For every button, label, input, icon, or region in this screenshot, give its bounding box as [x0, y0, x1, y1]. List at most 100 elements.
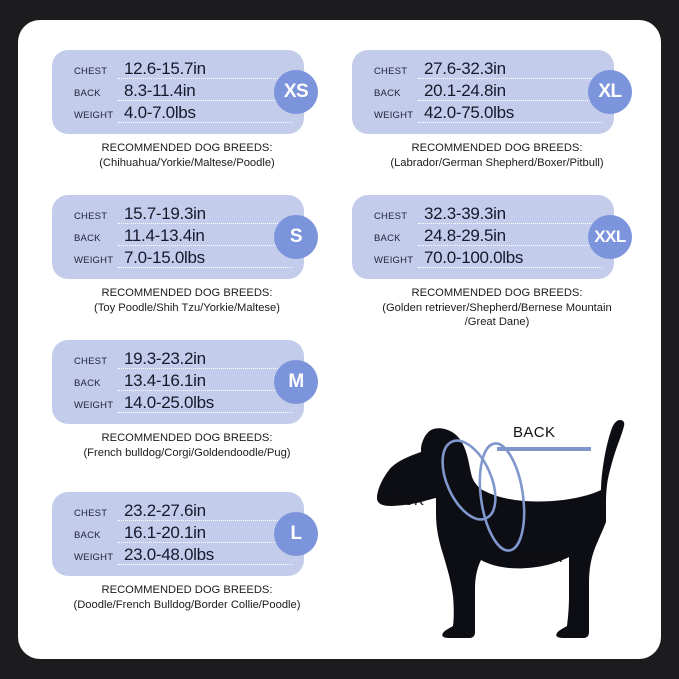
leader-dots — [418, 245, 602, 246]
size-card-m: CHEST 19.3-23.2in BACK 13.4-16.1in WEIGH… — [52, 340, 318, 424]
size-block-s: CHEST 15.7-19.3in BACK 11.4-13.4in WEIGH… — [52, 195, 322, 315]
measurement-row-weight: WEIGHT 4.0-7.0lbs — [74, 103, 294, 125]
leader-dots — [118, 267, 292, 268]
leader-dots — [118, 122, 292, 123]
row-value-chest: 32.3-39.3in — [424, 204, 506, 223]
leader-dots — [118, 100, 292, 101]
diagram-label-neck: NECK — [381, 492, 425, 509]
breeds-heading: RECOMMENDED DOG BREEDS: — [101, 287, 273, 299]
size-badge-xxl: XXL — [588, 215, 632, 259]
row-label-chest: CHEST — [374, 211, 408, 222]
leader-dots — [418, 122, 602, 123]
size-card-xs: CHEST 12.6-15.7in BACK 8.3-11.4in WEIGHT… — [52, 50, 318, 134]
row-label-back: BACK — [74, 88, 101, 99]
leader-dots — [118, 542, 292, 543]
leader-dots — [418, 100, 602, 101]
size-block-xs: CHEST 12.6-15.7in BACK 8.3-11.4in WEIGHT… — [52, 50, 322, 170]
measurement-row-back: BACK 24.8-29.5in — [374, 226, 604, 248]
row-label-weight: WEIGHT — [374, 110, 414, 121]
row-label-back: BACK — [374, 233, 401, 244]
row-value-back: 13.4-16.1in — [124, 371, 206, 390]
breeds-heading: RECOMMENDED DOG BREEDS: — [411, 142, 583, 154]
measurement-row-chest: CHEST 32.3-39.3in — [374, 204, 604, 226]
measurement-rows: CHEST 12.6-15.7in BACK 8.3-11.4in WEIGHT… — [74, 59, 294, 125]
measurement-row-weight: WEIGHT 70.0-100.0lbs — [374, 248, 604, 270]
breeds-heading: RECOMMENDED DOG BREEDS: — [101, 142, 273, 154]
size-card-s: CHEST 15.7-19.3in BACK 11.4-13.4in WEIGH… — [52, 195, 318, 279]
breeds-list: (Labrador/German Shepherd/Boxer/Pitbull) — [390, 156, 604, 169]
size-badge-xl: XL — [588, 70, 632, 114]
dog-silhouette-icon — [377, 420, 625, 638]
breeds-heading: RECOMMENDED DOG BREEDS: — [411, 287, 583, 299]
row-value-chest: 27.6-32.3in — [424, 59, 506, 78]
row-value-chest: 12.6-15.7in — [124, 59, 206, 78]
leader-dots — [118, 520, 292, 521]
dog-silhouette-svg — [377, 420, 625, 638]
chest-measure-loop — [478, 442, 526, 552]
row-value-chest: 23.2-27.6in — [124, 501, 206, 520]
size-badge-l: L — [274, 512, 318, 556]
size-block-xl: CHEST 27.6-32.3in BACK 20.1-24.8in WEIGH… — [352, 50, 642, 170]
breeds-caption-xl: RECOMMENDED DOG BREEDS: (Labrador/German… — [352, 141, 642, 170]
row-value-back: 24.8-29.5in — [424, 226, 506, 245]
measurement-rows: CHEST 23.2-27.6in BACK 16.1-20.1in WEIGH… — [74, 501, 294, 567]
row-value-back: 8.3-11.4in — [124, 81, 196, 100]
row-value-weight: 14.0-25.0lbs — [124, 393, 214, 412]
leader-dots — [118, 245, 292, 246]
size-card-xl: CHEST 27.6-32.3in BACK 20.1-24.8in WEIGH… — [352, 50, 632, 134]
size-block-l: CHEST 23.2-27.6in BACK 16.1-20.1in WEIGH… — [52, 492, 322, 612]
row-value-weight: 7.0-15.0lbs — [124, 248, 205, 267]
row-value-weight: 4.0-7.0lbs — [124, 103, 196, 122]
measurement-row-back: BACK 16.1-20.1in — [74, 523, 294, 545]
leader-dots — [118, 78, 292, 79]
size-badge-s: S — [274, 215, 318, 259]
row-label-chest: CHEST — [74, 66, 108, 77]
row-label-back: BACK — [74, 378, 101, 389]
row-label-back: BACK — [74, 530, 101, 541]
size-card-xxl: CHEST 32.3-39.3in BACK 24.8-29.5in WEIGH… — [352, 195, 632, 279]
breeds-heading: RECOMMENDED DOG BREEDS: — [101, 432, 273, 444]
breeds-list: (Toy Poodle/Shih Tzu/Yorkie/Maltese) — [94, 301, 280, 314]
leader-dots — [118, 368, 292, 369]
diagram-label-back: BACK — [513, 424, 556, 441]
leader-dots — [418, 267, 602, 268]
row-label-weight: WEIGHT — [74, 255, 114, 266]
row-label-weight: WEIGHT — [74, 110, 114, 121]
row-value-back: 20.1-24.8in — [424, 81, 506, 100]
breeds-caption-xs: RECOMMENDED DOG BREEDS: (Chihuahua/Yorki… — [52, 141, 322, 170]
row-label-chest: CHEST — [74, 508, 108, 519]
size-chart-page: CHEST 12.6-15.7in BACK 8.3-11.4in WEIGHT… — [18, 20, 661, 659]
neck-measure-loop — [441, 439, 497, 521]
dog-measurement-diagram: BACK NECK CHEST — [363, 382, 679, 662]
measurement-row-back: BACK 11.4-13.4in — [74, 226, 294, 248]
size-badge-m: M — [274, 360, 318, 404]
row-label-back: BACK — [374, 88, 401, 99]
leader-dots — [118, 223, 292, 224]
breeds-list-cont: /Great Dane) — [464, 316, 530, 328]
measurement-row-back: BACK 13.4-16.1in — [74, 371, 294, 393]
row-label-chest: CHEST — [374, 66, 408, 77]
row-value-weight: 70.0-100.0lbs — [424, 248, 524, 267]
measurement-row-chest: CHEST 15.7-19.3in — [74, 204, 294, 226]
row-label-chest: CHEST — [74, 356, 108, 367]
breeds-caption-xxl: RECOMMENDED DOG BREEDS: (Golden retrieve… — [352, 286, 642, 330]
breeds-list: (Golden retriever/Shepherd/Bernese Mount… — [382, 301, 612, 314]
measurement-rows: CHEST 19.3-23.2in BACK 13.4-16.1in WEIGH… — [74, 349, 294, 415]
breeds-list: (Doodle/French Bulldog/Border Collie/Poo… — [73, 598, 301, 611]
row-value-back: 11.4-13.4in — [124, 226, 205, 245]
measure-lines-svg — [441, 439, 591, 552]
row-label-weight: WEIGHT — [374, 255, 414, 266]
measurement-rows: CHEST 32.3-39.3in BACK 24.8-29.5in WEIGH… — [374, 204, 604, 270]
breeds-caption-s: RECOMMENDED DOG BREEDS: (Toy Poodle/Shih… — [52, 286, 322, 315]
measurement-row-weight: WEIGHT 14.0-25.0lbs — [74, 393, 294, 415]
leader-dots — [418, 78, 602, 79]
measurement-row-weight: WEIGHT 7.0-15.0lbs — [74, 248, 294, 270]
measurement-row-chest: CHEST 19.3-23.2in — [74, 349, 294, 371]
breeds-list: (French bulldog/Corgi/Goldendoodle/Pug) — [83, 446, 291, 459]
row-value-weight: 23.0-48.0lbs — [124, 545, 214, 564]
row-label-weight: WEIGHT — [74, 552, 114, 563]
row-label-weight: WEIGHT — [74, 400, 114, 411]
measurement-row-weight: WEIGHT 23.0-48.0lbs — [74, 545, 294, 567]
breeds-list: (Chihuahua/Yorkie/Maltese/Poodle) — [99, 156, 275, 169]
